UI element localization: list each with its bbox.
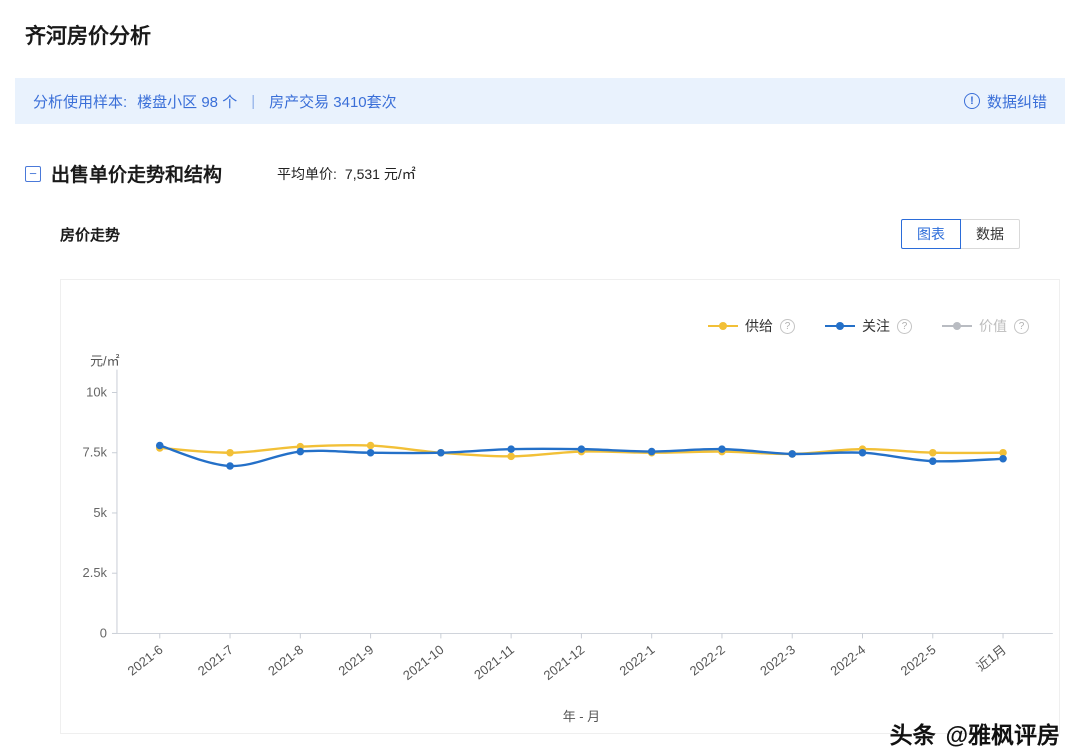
sample-info-label: 分析使用样本: xyxy=(33,93,128,111)
svg-text:10k: 10k xyxy=(86,384,107,399)
svg-text:0: 0 xyxy=(100,625,107,640)
svg-text:2022-5: 2022-5 xyxy=(898,642,939,679)
sample-info: 分析使用样本: 楼盘小区 98 个 | 房产交易 3410套次 xyxy=(33,91,397,112)
trend-header: 房价走势 图表 数据 xyxy=(60,219,1020,249)
svg-text:2021-7: 2021-7 xyxy=(195,642,236,679)
help-icon[interactable]: ? xyxy=(780,318,795,334)
svg-text:元/㎡: 元/㎡ xyxy=(90,354,120,369)
help-icon[interactable]: ? xyxy=(897,318,912,334)
chart-legend: 供给? 关注? 价值? xyxy=(708,316,1029,336)
watermark-handle: @雅枫评房 xyxy=(945,722,1060,748)
legend-item-关注[interactable]: 关注? xyxy=(825,316,912,336)
legend-line-dot-icon xyxy=(708,322,738,330)
data-correction-label: 数据纠错 xyxy=(986,93,1047,111)
svg-text:2022-2: 2022-2 xyxy=(687,642,728,679)
svg-text:7.5k: 7.5k xyxy=(83,445,108,460)
svg-text:2021-8: 2021-8 xyxy=(265,642,306,679)
section-title: 出售单价走势和结构 xyxy=(51,165,223,186)
legend-item-价值[interactable]: 价值? xyxy=(942,316,1029,336)
svg-text:5k: 5k xyxy=(93,505,107,520)
trend-title: 房价走势 xyxy=(60,226,121,244)
svg-text:2021-12: 2021-12 xyxy=(541,642,588,683)
watermark: 头条 @雅枫评房 xyxy=(890,716,1060,750)
help-icon[interactable]: ? xyxy=(1014,318,1029,334)
collapse-icon[interactable]: − xyxy=(25,165,41,182)
svg-text:近1月: 近1月 xyxy=(974,642,1009,674)
sample-info-bar: 分析使用样本: 楼盘小区 98 个 | 房产交易 3410套次 ! 数据纠错 xyxy=(15,78,1065,124)
section-header: − 出售单价走势和结构 平均单价: 7,531 元/㎡ xyxy=(25,160,1080,187)
legend-label: 关注 xyxy=(862,318,890,334)
chart-panel: 0 2.5k 5k 7.5k 10k 2021-6 2021-7 2021-8 2021-9 20… xyxy=(60,279,1060,734)
price-trend-chart: 0 2.5k 5k 7.5k 10k 2021-6 2021-7 2021-8 2021-9 20… xyxy=(83,354,1053,724)
page-title: 齐河房价分析 xyxy=(25,25,151,48)
tab-图表[interactable]: 图表 xyxy=(901,219,961,249)
sample-buildings: 楼盘小区 98 个 xyxy=(137,93,238,111)
sample-transactions: 房产交易 3410套次 xyxy=(269,93,397,111)
average-price-value: 7,531 元/㎡ xyxy=(344,165,416,182)
legend-label: 价值 xyxy=(979,318,1007,334)
average-price-label: 平均单价: xyxy=(277,165,337,182)
svg-text:2022-1: 2022-1 xyxy=(617,642,658,679)
separator: | xyxy=(251,92,256,110)
data-correction-link[interactable]: ! 数据纠错 xyxy=(963,91,1047,112)
svg-text:2022-4: 2022-4 xyxy=(827,642,868,679)
watermark-brand: 头条 xyxy=(889,722,936,748)
legend-label: 供给 xyxy=(745,318,773,334)
svg-text:2021-9: 2021-9 xyxy=(335,642,376,679)
svg-text:2021-10: 2021-10 xyxy=(400,642,447,683)
svg-text:2.5k: 2.5k xyxy=(83,565,108,580)
average-price: 平均单价: 7,531 元/㎡ xyxy=(277,164,416,184)
legend-line-dot-icon xyxy=(942,322,972,330)
legend-line-dot-icon xyxy=(825,322,855,330)
tab-数据[interactable]: 数据 xyxy=(960,219,1020,249)
view-toggle: 图表 数据 xyxy=(901,219,1020,249)
svg-text:2021-11: 2021-11 xyxy=(471,642,517,682)
info-circle-icon: ! xyxy=(963,93,980,109)
svg-text:年 - 月: 年 - 月 xyxy=(563,709,600,724)
svg-text:2021-6: 2021-6 xyxy=(125,642,166,679)
svg-text:2022-3: 2022-3 xyxy=(757,642,798,679)
legend-item-供给[interactable]: 供给? xyxy=(708,316,795,336)
